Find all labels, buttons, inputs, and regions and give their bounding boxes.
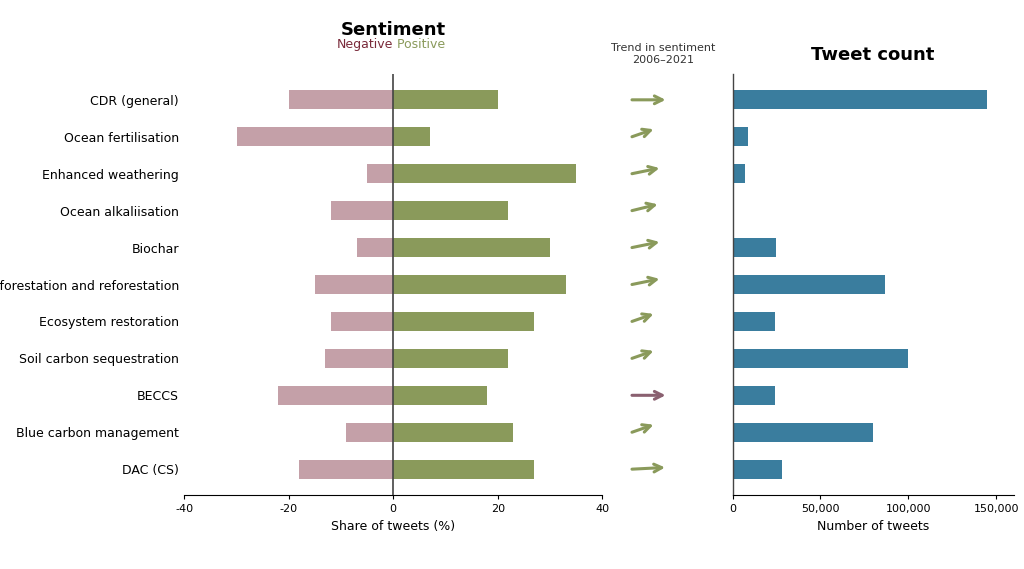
- Bar: [732, 349, 908, 368]
- Bar: [732, 164, 744, 183]
- X-axis label: Number of tweets: Number of tweets: [817, 519, 929, 533]
- Bar: [393, 460, 535, 479]
- Bar: [393, 201, 508, 220]
- Bar: [393, 238, 550, 257]
- Bar: [393, 164, 577, 183]
- Bar: [732, 312, 775, 331]
- X-axis label: Share of tweets (%): Share of tweets (%): [331, 519, 456, 533]
- Bar: [346, 423, 393, 442]
- Bar: [393, 312, 535, 331]
- Bar: [732, 386, 775, 405]
- Bar: [299, 460, 393, 479]
- Bar: [289, 90, 393, 109]
- Bar: [237, 127, 393, 146]
- Bar: [732, 127, 749, 146]
- Bar: [331, 201, 393, 220]
- Text: Trend in sentiment
2006–2021: Trend in sentiment 2006–2021: [610, 43, 715, 65]
- Bar: [279, 386, 393, 405]
- Bar: [732, 275, 886, 294]
- Bar: [732, 423, 873, 442]
- Bar: [732, 90, 987, 109]
- Text: Positive: Positive: [393, 38, 445, 51]
- Bar: [326, 349, 393, 368]
- Bar: [732, 238, 776, 257]
- Bar: [393, 423, 513, 442]
- Bar: [331, 312, 393, 331]
- Bar: [393, 90, 498, 109]
- Bar: [393, 349, 508, 368]
- Bar: [393, 386, 487, 405]
- Title: Tweet count: Tweet count: [811, 46, 935, 64]
- Text: Negative: Negative: [337, 38, 393, 51]
- Bar: [356, 238, 393, 257]
- Bar: [393, 127, 430, 146]
- Bar: [315, 275, 393, 294]
- Bar: [732, 460, 781, 479]
- Bar: [368, 164, 393, 183]
- Title: Sentiment: Sentiment: [341, 21, 445, 39]
- Bar: [393, 275, 565, 294]
